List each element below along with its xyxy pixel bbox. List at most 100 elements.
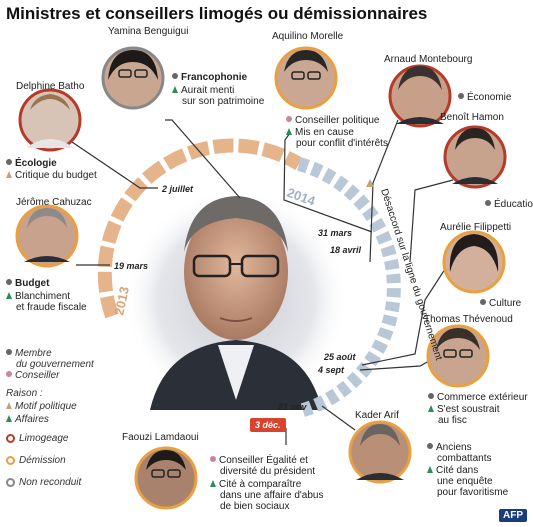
affaires-triangle-icon (6, 292, 12, 299)
membre-dot-icon (428, 393, 434, 399)
legend-membre-2: du gouvernement (16, 359, 94, 370)
morelle-reason-2: pour conflit d'intérêts (296, 138, 388, 149)
batho-reason: Critique du budget (6, 170, 97, 181)
page-title: Ministres et conseillers limogés ou démi… (6, 4, 428, 23)
cahuzac-reason-2: et fraude fiscale (16, 302, 87, 313)
line-hamon (409, 179, 454, 263)
affaires-triangle-icon (172, 86, 178, 93)
name-thevenoud: Thomas Thévenoud (424, 314, 513, 325)
afp-logo: AFP (499, 509, 527, 522)
affaires-triangle-icon (286, 128, 292, 135)
portrait-arif (348, 420, 412, 484)
membre-dot-icon (6, 279, 12, 285)
name-morelle: Aquilino Morelle (272, 31, 344, 42)
conseiller-dot-icon (210, 456, 216, 462)
legend-limogeage: Limogeage (6, 433, 68, 444)
line-filippetti (361, 265, 448, 366)
membre-dot-icon (6, 349, 12, 355)
arif-reason: Cité dans (427, 465, 478, 476)
lamdaoui-role-2: diversité du président (220, 466, 316, 477)
benguigui-reason: Aurait menti (172, 85, 234, 96)
legend-motif: Motif politique (6, 401, 77, 412)
limogeage-ring-icon (6, 434, 15, 443)
portrait-lamdaoui (134, 446, 198, 510)
lamdaoui-role: Conseiller Égalité et (210, 455, 308, 466)
line-montebourg (369, 119, 399, 263)
membre-dot-icon (458, 93, 464, 99)
conseiller-dot-icon (286, 116, 292, 122)
affaires-triangle-icon (428, 405, 434, 412)
affaires-triangle-icon (427, 466, 433, 473)
timeline-2014-arc (297, 157, 401, 418)
cahuzac-reason: Blanchiment (6, 291, 70, 302)
cahuzac-role: Budget (6, 278, 49, 289)
name-batho: Delphine Batho (16, 81, 85, 92)
legend-membre: Membre (6, 348, 52, 359)
thevenoud-reason-2: au fisc (438, 415, 467, 426)
membre-dot-icon (485, 200, 491, 206)
affaires-triangle-icon (6, 415, 12, 422)
morelle-reason: Mis en cause (286, 127, 354, 138)
arif-role-2: combattants (437, 453, 492, 464)
motif-triangle-icon (6, 171, 12, 178)
morelle-role: Conseiller politique (286, 115, 380, 126)
line-arif (321, 405, 356, 431)
line-batho (71, 141, 158, 189)
timeline-2013-arc (97, 138, 303, 319)
thevenoud-role: Commerce extérieur (428, 392, 528, 403)
name-arif: Kader Arif (355, 410, 399, 421)
name-benguigui: Yamina Benguigui (108, 26, 189, 37)
portrait-batho (18, 88, 82, 152)
connector-lines (71, 119, 454, 445)
lamdaoui-reason-2: dans une affaire d'abus (220, 490, 324, 501)
thevenoud-reason: S'est soustrait (428, 404, 500, 415)
name-hamon: Benoît Hamon (440, 112, 504, 123)
portrait-thevenoud (426, 324, 490, 388)
membre-dot-icon (427, 443, 433, 449)
hamon-role: Éducation (485, 199, 533, 210)
conseiller-dot-icon (6, 371, 12, 377)
portrait-morelle (274, 46, 338, 110)
date-31-mars: 31 mars (318, 228, 353, 238)
portrait-benguigui (101, 46, 165, 110)
date-4-sept: 4 sept (318, 365, 345, 375)
line-morelle (283, 132, 373, 233)
date-2-juillet: 2 juillet (162, 184, 194, 194)
date-18-avril: 18 avril (330, 245, 362, 255)
batho-role: Écologie (6, 158, 57, 169)
legend-raison: Raison : (6, 388, 43, 399)
membre-dot-icon (172, 73, 178, 79)
portrait-cahuzac (15, 204, 79, 268)
name-filippetti: Aurélie Filippetti (440, 222, 512, 233)
name-montebourg: Arnaud Montebourg (384, 54, 473, 65)
name-lamdaoui: Faouzi Lamdaoui (122, 432, 199, 443)
legend-affaires: Affaires (6, 414, 49, 425)
lamdaoui-reason: Cité à comparaître (210, 479, 301, 490)
date-21-nov: 21 nov (278, 402, 307, 412)
lamdaoui-reason-3: de bien sociaux (220, 501, 290, 512)
legend-conseiller: Conseiller (6, 370, 59, 381)
name-cahuzac: Jérôme Cahuzac (16, 197, 92, 208)
portrait-filippetti (442, 230, 506, 294)
year-2013-label: 2013 (111, 285, 132, 316)
date-25-aout: 25 août (324, 352, 356, 362)
center-portrait (150, 196, 322, 410)
date-3-dec-badge: 3 déc. (250, 418, 286, 432)
filippetti-role: Culture (480, 298, 521, 309)
benguigui-role: Francophonie (172, 72, 247, 83)
legend-non-reconduit: Non reconduit (6, 477, 81, 488)
portrait-hamon (443, 125, 507, 189)
membre-dot-icon (480, 299, 486, 305)
benguigui-reason-2: sur son patrimoine (182, 96, 265, 107)
non-reconduit-ring-icon (6, 478, 15, 487)
arif-reason-3: pour favoritisme (437, 487, 509, 498)
line-benguigui (165, 119, 241, 199)
membre-dot-icon (6, 159, 12, 165)
montebourg-role: Économie (458, 92, 511, 103)
motif-marker (366, 179, 374, 187)
demission-ring-icon (6, 456, 15, 465)
portrait-montebourg (388, 64, 452, 128)
arif-role: Anciens (427, 442, 472, 453)
date-19-mars: 19 mars (114, 261, 149, 271)
